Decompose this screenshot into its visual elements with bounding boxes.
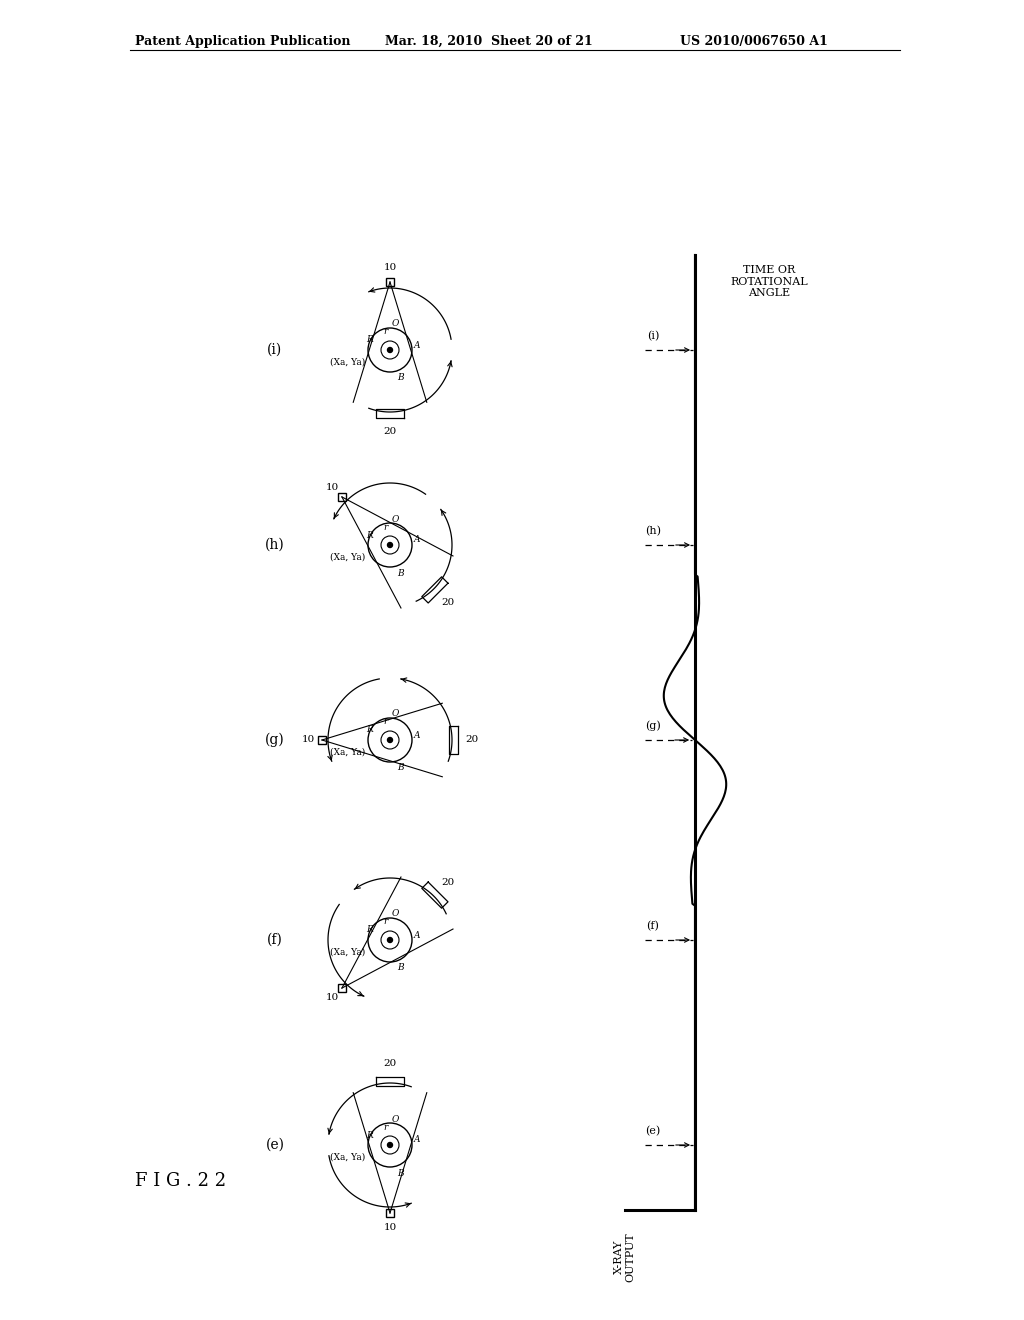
Text: F I G . 2 2: F I G . 2 2 <box>135 1172 226 1191</box>
Text: (h): (h) <box>265 539 285 552</box>
Bar <box>386 1209 394 1217</box>
Text: A: A <box>414 341 420 350</box>
Text: R: R <box>367 726 374 734</box>
Text: 20: 20 <box>383 428 396 437</box>
Text: (Xa, Ya): (Xa, Ya) <box>331 747 366 756</box>
Text: 10: 10 <box>383 1222 396 1232</box>
Text: 10: 10 <box>326 994 339 1002</box>
Text: O: O <box>391 515 398 524</box>
Text: (i): (i) <box>267 343 283 356</box>
Text: R: R <box>367 335 374 345</box>
Text: A: A <box>414 1135 420 1144</box>
Text: (f): (f) <box>267 933 283 946</box>
Text: (f): (f) <box>646 920 659 931</box>
Text: r: r <box>383 523 387 532</box>
Text: (g): (g) <box>645 721 660 731</box>
Text: B: B <box>396 374 403 383</box>
Text: A: A <box>414 730 420 739</box>
Text: Patent Application Publication: Patent Application Publication <box>135 36 350 48</box>
Circle shape <box>387 738 392 742</box>
Text: 20: 20 <box>383 1059 396 1068</box>
Text: 10: 10 <box>383 264 396 272</box>
Text: (Xa, Ya): (Xa, Ya) <box>331 553 366 561</box>
Bar <box>386 279 394 286</box>
Text: R: R <box>367 925 374 935</box>
Text: B: B <box>396 569 403 578</box>
Text: 20: 20 <box>441 598 455 607</box>
Bar <box>318 737 326 744</box>
Text: O: O <box>391 319 398 329</box>
Text: (e): (e) <box>645 1126 660 1137</box>
Text: (Xa, Ya): (Xa, Ya) <box>331 358 366 367</box>
Circle shape <box>387 543 392 548</box>
Circle shape <box>387 347 392 352</box>
Text: (g): (g) <box>265 733 285 747</box>
Text: O: O <box>391 710 398 718</box>
Text: X-RAY
OUTPUT: X-RAY OUTPUT <box>614 1232 636 1282</box>
Text: B: B <box>396 964 403 973</box>
Text: R: R <box>367 531 374 540</box>
Text: (Xa, Ya): (Xa, Ya) <box>331 1152 366 1162</box>
Text: 20: 20 <box>441 878 455 887</box>
Text: 10: 10 <box>301 735 314 744</box>
Text: B: B <box>396 763 403 772</box>
Text: 10: 10 <box>326 483 339 491</box>
Text: Mar. 18, 2010  Sheet 20 of 21: Mar. 18, 2010 Sheet 20 of 21 <box>385 36 593 48</box>
Text: 20: 20 <box>465 735 478 744</box>
Text: R: R <box>367 1130 374 1139</box>
Text: (i): (i) <box>647 331 659 341</box>
Text: r: r <box>383 327 387 337</box>
Text: O: O <box>391 909 398 919</box>
Text: US 2010/0067650 A1: US 2010/0067650 A1 <box>680 36 827 48</box>
Text: A: A <box>414 536 420 544</box>
Text: (e): (e) <box>265 1138 285 1152</box>
Text: TIME OR
ROTATIONAL
ANGLE: TIME OR ROTATIONAL ANGLE <box>730 265 808 298</box>
Bar <box>338 985 346 993</box>
Text: B: B <box>396 1168 403 1177</box>
Text: O: O <box>391 1114 398 1123</box>
Text: r: r <box>383 1122 387 1131</box>
Circle shape <box>387 937 392 942</box>
Bar <box>338 492 346 500</box>
Text: r: r <box>383 917 387 927</box>
Text: A: A <box>414 931 420 940</box>
Circle shape <box>387 1143 392 1147</box>
Text: r: r <box>383 718 387 726</box>
Text: (Xa, Ya): (Xa, Ya) <box>331 948 366 957</box>
Text: (h): (h) <box>645 525 662 536</box>
